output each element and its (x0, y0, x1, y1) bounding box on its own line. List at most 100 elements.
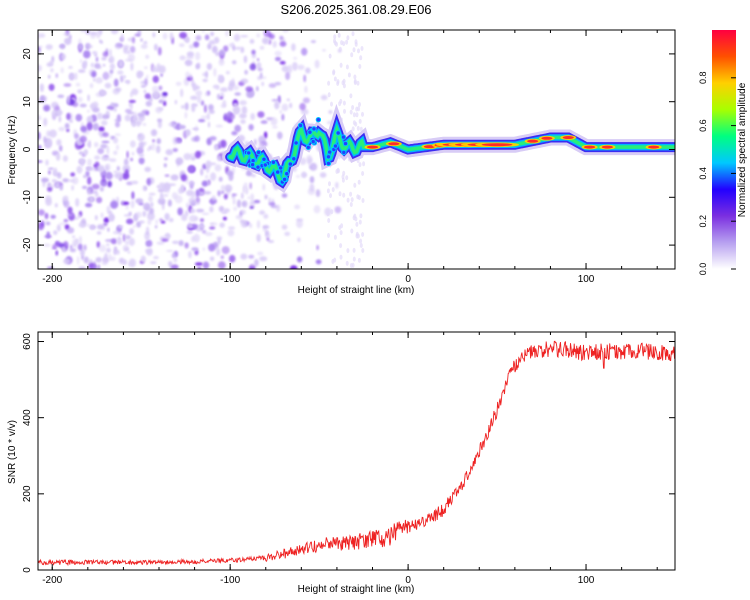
noise-blob (114, 107, 117, 113)
noise-blob (146, 74, 149, 79)
noise-blob (128, 262, 131, 267)
noise-blob (225, 70, 230, 75)
noise-blob (97, 148, 104, 155)
noise-blob (352, 247, 356, 253)
noise-blob (220, 87, 228, 93)
noise-blob (49, 129, 57, 138)
noise-blob (361, 248, 365, 253)
noise-blob (184, 111, 188, 119)
noise-blob (150, 201, 154, 208)
noise-blob (97, 224, 104, 230)
noise-blob (195, 189, 200, 198)
noise-blob (326, 188, 330, 194)
colorbar-gradient (712, 30, 736, 269)
noise-blob (62, 246, 66, 253)
noise-blob (341, 80, 345, 86)
noise-blob (94, 63, 101, 69)
noise-blob (168, 261, 173, 267)
ridge-dot (307, 129, 313, 135)
noise-blob (124, 47, 129, 50)
noise-blob (62, 155, 68, 162)
noise-blob (202, 78, 208, 83)
noise-blob (69, 119, 73, 123)
y-tick-label: 600 (22, 333, 33, 350)
noise-blob (103, 222, 108, 226)
noise-blob (57, 94, 65, 99)
noise-blob (123, 158, 129, 166)
noise-blob (274, 56, 282, 62)
noise-blob (130, 62, 134, 71)
noise-blob (128, 99, 136, 103)
noise-blob (222, 100, 227, 107)
noise-blob (281, 65, 290, 73)
noise-blob (314, 59, 320, 69)
noise-blob (322, 49, 326, 52)
noise-blob (333, 234, 337, 240)
noise-blob (209, 226, 216, 230)
noise-blob (83, 256, 90, 264)
noise-blob (38, 33, 46, 38)
noise-blob (56, 224, 61, 232)
noise-blob (250, 113, 256, 121)
noise-blob (214, 36, 220, 44)
noise-blob (162, 92, 168, 96)
noise-blob (209, 256, 215, 261)
noise-blob (277, 95, 281, 104)
noise-blob (356, 80, 360, 86)
noise-blob (148, 207, 154, 214)
noise-blob (251, 174, 256, 178)
noise-blob (263, 131, 268, 139)
noise-blob (205, 92, 208, 96)
noise-blob (259, 72, 263, 79)
noise-blob (251, 54, 257, 59)
noise-blob (251, 263, 254, 267)
noise-blob (228, 254, 236, 263)
y-tick-label: 200 (22, 485, 33, 502)
ridge-dot (270, 159, 277, 166)
noise-blob (109, 63, 115, 70)
ridge-dot (293, 140, 299, 146)
noise-blob (253, 199, 261, 204)
noise-blob (136, 221, 142, 228)
noise-blob (93, 164, 97, 168)
noise-blob (268, 83, 277, 88)
noise-blob (327, 218, 331, 223)
noise-blob (240, 119, 246, 124)
noise-blob (330, 101, 333, 107)
noise-blob (256, 220, 261, 229)
noise-blob (330, 209, 334, 215)
noise-blob (106, 145, 110, 155)
noise-blob (150, 261, 157, 264)
noise-blob (249, 206, 254, 209)
noise-blob (101, 120, 108, 126)
noise-blob (248, 254, 255, 259)
noise-blob (234, 92, 241, 96)
noise-blob (107, 227, 110, 232)
noise-blob (245, 186, 249, 195)
noise-blob (92, 122, 99, 131)
noise-blob (133, 225, 136, 228)
noise-blob (262, 37, 270, 45)
noise-blob (204, 34, 210, 41)
noise-blob (92, 78, 96, 82)
colorbar-tick-label: 0.6 (698, 119, 708, 132)
noise-blob (194, 262, 203, 266)
noise-blob (144, 166, 151, 172)
noise-blob (246, 91, 254, 98)
noise-blob (45, 44, 53, 50)
noise-blob (148, 192, 156, 196)
noise-blob (109, 48, 112, 57)
ridge-dot (249, 162, 256, 168)
noise-blob (239, 219, 244, 224)
noise-blob (309, 162, 318, 171)
noise-blob (79, 158, 86, 163)
ridge-dot (255, 164, 261, 170)
noise-blob (196, 208, 205, 213)
noise-blob (345, 260, 349, 266)
noise-blob (38, 222, 45, 231)
noise-blob (63, 83, 72, 87)
noise-blob (261, 81, 265, 87)
noise-blob (255, 86, 259, 92)
noise-blob (338, 46, 342, 52)
